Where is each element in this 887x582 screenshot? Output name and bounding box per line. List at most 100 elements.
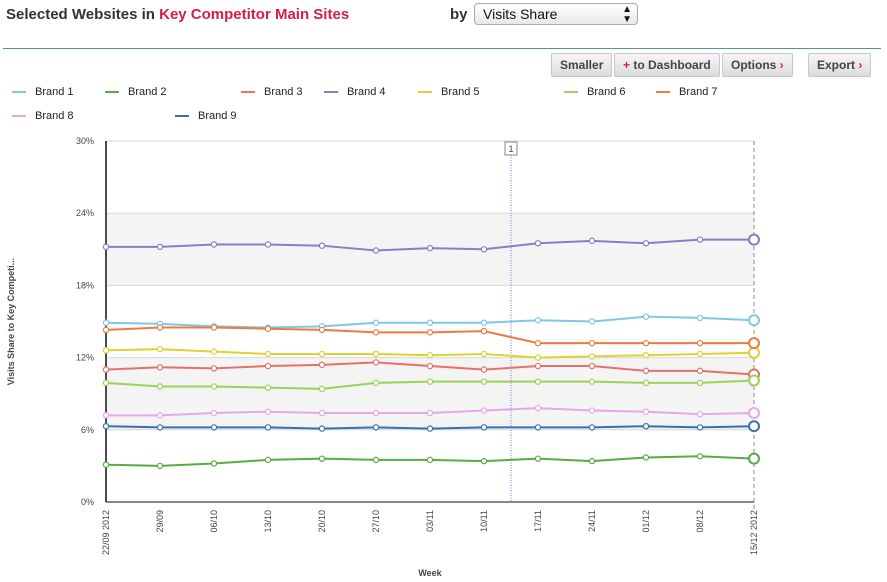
- data-point[interactable]: [588, 362, 596, 370]
- data-point[interactable]: [696, 410, 704, 418]
- data-point[interactable]: [318, 361, 326, 369]
- data-point[interactable]: [642, 240, 650, 247]
- data-point[interactable]: [264, 408, 272, 415]
- data-point[interactable]: [264, 424, 272, 431]
- data-point[interactable]: [642, 422, 650, 430]
- data-point[interactable]: [748, 374, 760, 387]
- data-point[interactable]: [372, 409, 380, 417]
- data-point[interactable]: [156, 324, 164, 331]
- data-point[interactable]: [372, 319, 380, 326]
- data-point[interactable]: [102, 366, 110, 373]
- legend-item-brand-8[interactable]: Brand 8: [12, 110, 74, 122]
- data-point[interactable]: [156, 345, 164, 353]
- data-point[interactable]: [426, 329, 434, 336]
- data-point[interactable]: [642, 454, 650, 461]
- data-point[interactable]: [642, 408, 650, 415]
- data-point[interactable]: [696, 453, 704, 460]
- data-point[interactable]: [426, 362, 434, 370]
- legend-item-brand-1[interactable]: Brand 1: [12, 86, 74, 98]
- data-point[interactable]: [372, 379, 380, 387]
- data-point[interactable]: [748, 337, 760, 350]
- data-point[interactable]: [156, 462, 164, 470]
- data-point[interactable]: [210, 348, 218, 355]
- data-point[interactable]: [426, 244, 434, 252]
- options-button[interactable]: Options ›: [722, 53, 793, 77]
- data-point[interactable]: [588, 457, 596, 465]
- data-point[interactable]: [696, 314, 704, 322]
- data-point[interactable]: [588, 237, 596, 245]
- data-point[interactable]: [264, 456, 272, 464]
- data-point[interactable]: [534, 455, 542, 462]
- legend-item-brand-3[interactable]: Brand 3: [241, 86, 303, 98]
- data-point[interactable]: [696, 236, 704, 243]
- data-point[interactable]: [748, 346, 760, 359]
- data-point[interactable]: [102, 243, 110, 251]
- data-point[interactable]: [102, 319, 110, 326]
- data-point[interactable]: [210, 324, 218, 331]
- data-point[interactable]: [588, 407, 596, 414]
- data-point[interactable]: [426, 351, 434, 359]
- data-point[interactable]: [210, 383, 218, 390]
- data-point[interactable]: [588, 424, 596, 431]
- data-point[interactable]: [426, 425, 434, 432]
- data-point[interactable]: [534, 240, 542, 247]
- title-segment-link[interactable]: Key Competitor Main Sites: [159, 6, 350, 23]
- data-point[interactable]: [264, 362, 272, 370]
- data-point[interactable]: [102, 347, 110, 354]
- data-point[interactable]: [748, 406, 760, 419]
- data-point[interactable]: [534, 378, 542, 385]
- data-point[interactable]: [588, 339, 596, 347]
- data-point[interactable]: [480, 319, 488, 326]
- data-point[interactable]: [696, 350, 704, 358]
- data-point[interactable]: [642, 313, 650, 320]
- data-point[interactable]: [372, 456, 380, 464]
- data-point[interactable]: [748, 314, 760, 327]
- data-point[interactable]: [534, 339, 542, 347]
- data-point[interactable]: [534, 354, 542, 361]
- data-point[interactable]: [748, 233, 760, 246]
- metric-select[interactable]: Visits Share ▲ ▼: [474, 3, 638, 25]
- data-point[interactable]: [480, 378, 488, 385]
- data-point[interactable]: [372, 350, 380, 358]
- data-point[interactable]: [156, 424, 164, 431]
- data-point[interactable]: [264, 325, 272, 332]
- data-point[interactable]: [534, 362, 542, 370]
- data-point[interactable]: [372, 329, 380, 336]
- data-point[interactable]: [642, 339, 650, 347]
- data-point[interactable]: [426, 409, 434, 417]
- data-point[interactable]: [318, 455, 326, 462]
- smaller-button[interactable]: Smaller: [551, 53, 613, 77]
- data-point[interactable]: [480, 424, 488, 431]
- data-point[interactable]: [102, 412, 110, 419]
- data-point[interactable]: [210, 409, 218, 417]
- legend-item-brand-5[interactable]: Brand 5: [418, 86, 480, 98]
- data-point[interactable]: [102, 461, 110, 468]
- data-point[interactable]: [156, 243, 164, 251]
- legend-item-brand-6[interactable]: Brand 6: [564, 86, 626, 98]
- data-point[interactable]: [696, 424, 704, 431]
- data-point[interactable]: [588, 318, 596, 325]
- data-point[interactable]: [480, 350, 488, 358]
- data-point[interactable]: [642, 351, 650, 359]
- data-point[interactable]: [264, 384, 272, 391]
- data-point[interactable]: [696, 379, 704, 387]
- data-point[interactable]: [426, 378, 434, 385]
- data-point[interactable]: [156, 412, 164, 419]
- data-point[interactable]: [210, 460, 218, 467]
- event-marker-box[interactable]: [504, 141, 518, 156]
- data-point[interactable]: [318, 350, 326, 358]
- data-point[interactable]: [102, 379, 110, 387]
- data-point[interactable]: [318, 326, 326, 334]
- data-point[interactable]: [102, 422, 110, 430]
- data-point[interactable]: [156, 364, 164, 371]
- data-point[interactable]: [426, 319, 434, 326]
- data-point[interactable]: [534, 317, 542, 324]
- legend-item-brand-4[interactable]: Brand 4: [324, 86, 386, 98]
- data-point[interactable]: [696, 367, 704, 375]
- data-point[interactable]: [210, 424, 218, 431]
- data-point[interactable]: [480, 246, 488, 253]
- legend-item-brand-7[interactable]: Brand 7: [656, 86, 718, 98]
- data-point[interactable]: [210, 241, 218, 248]
- data-point[interactable]: [696, 339, 704, 347]
- data-point[interactable]: [480, 407, 488, 414]
